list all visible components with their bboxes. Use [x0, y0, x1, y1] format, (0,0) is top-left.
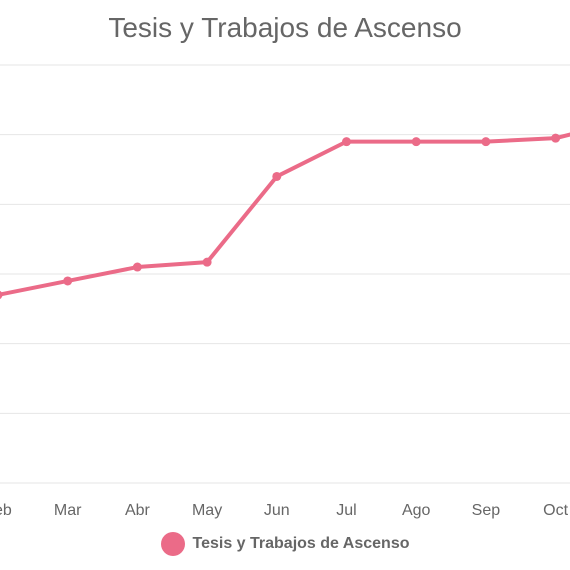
x-tick-label: Abr — [125, 502, 151, 519]
data-point[interactable] — [481, 137, 491, 147]
x-tick-label: Feb — [0, 502, 12, 519]
chart-title: Tesis y Trabajos de Ascenso — [108, 12, 462, 43]
x-tick-label: Mar — [54, 502, 82, 519]
data-point[interactable] — [202, 257, 212, 267]
data-point[interactable] — [272, 171, 282, 181]
x-tick-label: Jun — [264, 502, 290, 519]
x-tick-label: Ago — [402, 502, 431, 519]
series-line — [0, 132, 570, 297]
data-point[interactable] — [411, 137, 421, 147]
x-tick-label: Oct — [543, 502, 568, 519]
x-tick-label: Sep — [472, 502, 501, 519]
data-point[interactable] — [551, 133, 561, 143]
x-tick-label: May — [192, 502, 222, 519]
x-tick-label: Jul — [336, 502, 356, 519]
data-point[interactable] — [0, 290, 3, 299]
data-point[interactable] — [132, 262, 142, 272]
legend-swatch — [160, 532, 185, 556]
data-point[interactable] — [63, 276, 73, 286]
legend-label: Tesis y Trabajos de Ascenso — [192, 535, 410, 552]
data-point[interactable] — [342, 137, 351, 147]
legend[interactable]: Tesis y Trabajos de Ascenso — [0, 532, 570, 556]
